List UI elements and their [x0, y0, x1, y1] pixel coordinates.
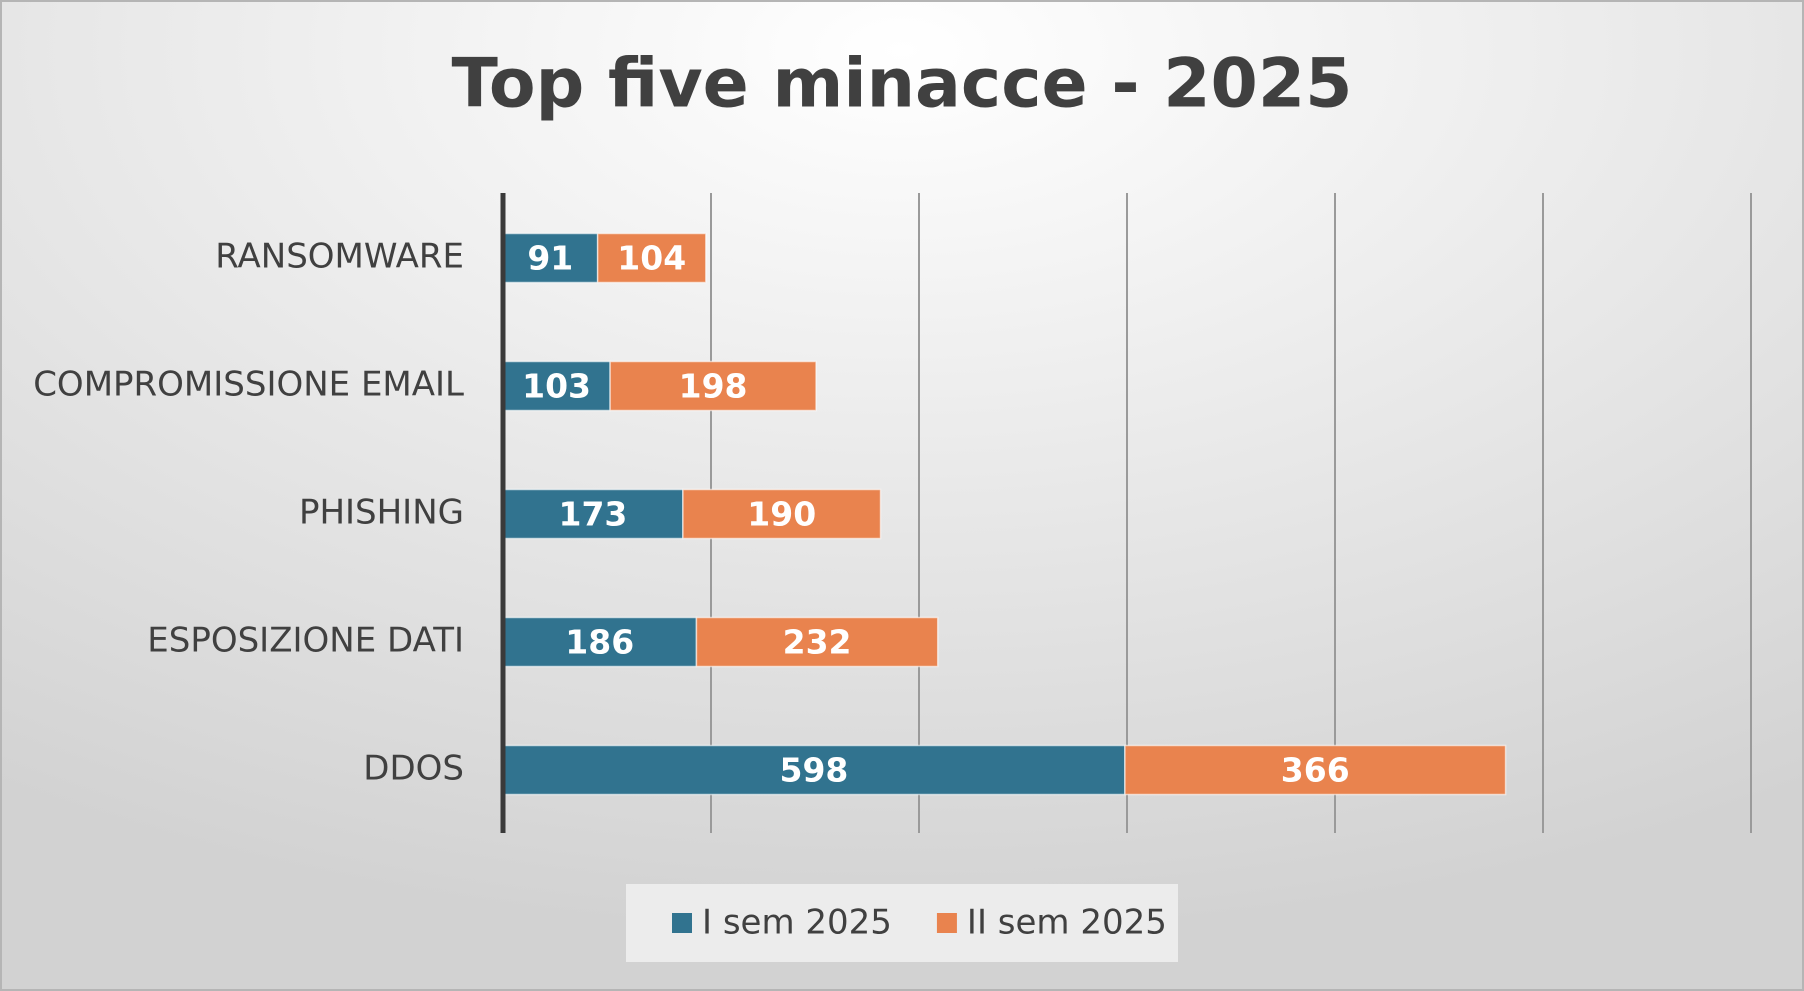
- chart-title: Top five minacce - 2025: [452, 45, 1353, 124]
- value-label: 186: [565, 623, 634, 662]
- bar-segment: [609, 360, 817, 412]
- bar-segment: [695, 616, 939, 668]
- legend-label: II sem 2025: [967, 903, 1167, 943]
- value-label: 366: [1281, 751, 1350, 790]
- bar-segment: [502, 488, 684, 540]
- bar-segment: [502, 360, 611, 412]
- category-label: COMPROMISSIONE EMAIL: [33, 365, 464, 405]
- value-label: 103: [522, 367, 591, 406]
- bar-segment: [596, 232, 707, 284]
- value-label: 173: [559, 495, 628, 534]
- value-label: 91: [527, 239, 573, 278]
- category-label: RANSOMWARE: [215, 237, 464, 277]
- bar-segment: [1124, 744, 1507, 796]
- value-label: 190: [747, 495, 816, 534]
- legend-swatch: [672, 913, 692, 933]
- bar-segment: [682, 488, 882, 540]
- bar-segment: [502, 616, 698, 668]
- legend-label: I sem 2025: [702, 903, 892, 943]
- legend-box: [626, 884, 1178, 962]
- category-label: PHISHING: [299, 493, 464, 533]
- legend-swatch: [936, 913, 957, 933]
- value-label: 104: [617, 239, 686, 278]
- value-label: 198: [679, 367, 748, 406]
- value-label: 598: [780, 751, 849, 790]
- category-label: DDOS: [363, 749, 464, 789]
- category-label: ESPOSIZIONE DATI: [147, 621, 464, 661]
- value-label: 232: [783, 623, 852, 662]
